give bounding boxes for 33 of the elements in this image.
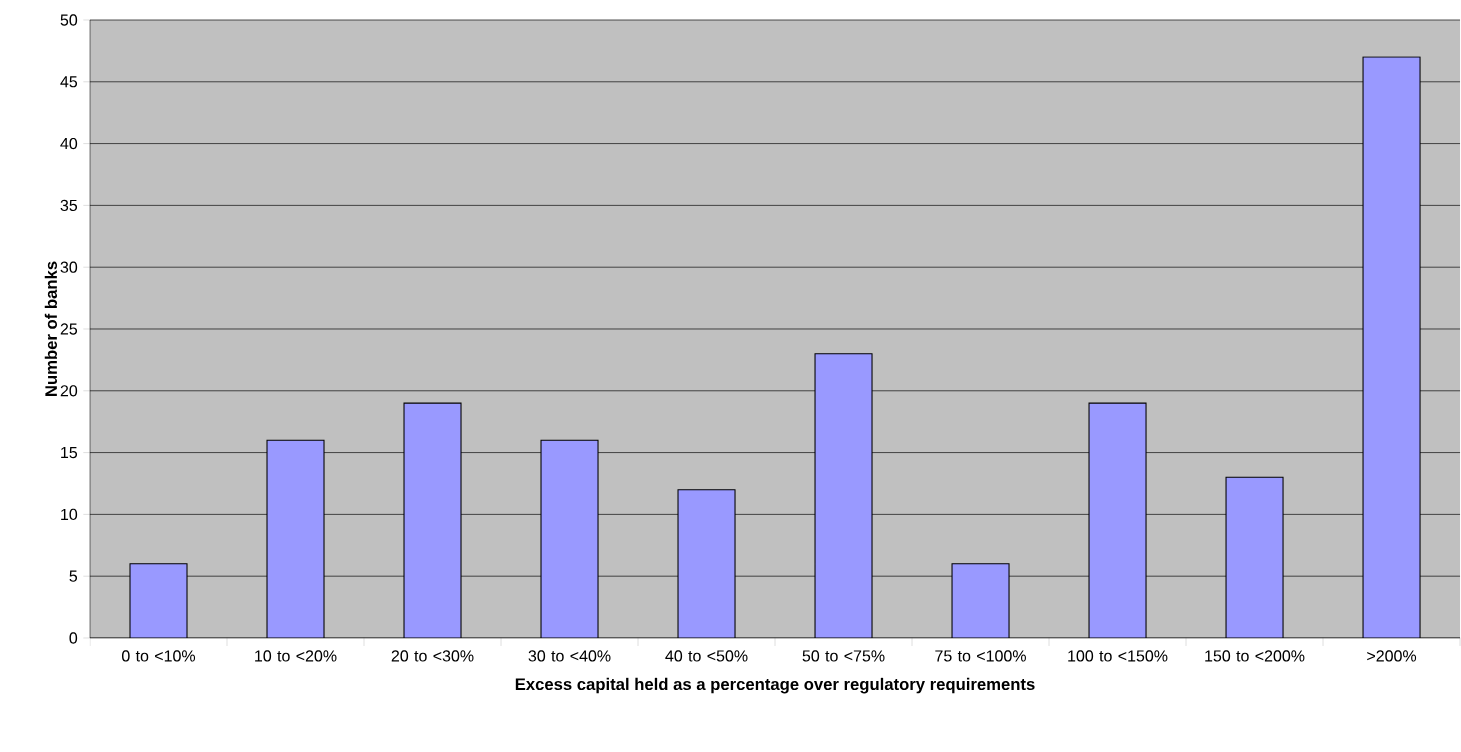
x-tick-label: 40 to <50%	[665, 650, 748, 662]
x-tick-label: 50 to <75%	[802, 650, 885, 662]
bar	[266, 439, 325, 638]
x-tick-label: >200%	[1367, 650, 1417, 662]
y-axis-title: Number of banks	[44, 261, 58, 396]
bar	[814, 353, 873, 638]
y-tick-label: 10	[61, 508, 78, 521]
bar	[540, 439, 599, 638]
bar	[1088, 402, 1147, 638]
x-tick-label: 30 to <40%	[528, 650, 611, 662]
y-tick-label: 5	[69, 570, 78, 582]
bar	[403, 402, 462, 638]
bar	[129, 563, 188, 638]
y-tick-label: 15	[61, 447, 78, 459]
y-tick-label: 25	[60, 323, 78, 335]
y-tick-label: 50	[60, 14, 78, 26]
bar	[951, 563, 1010, 638]
y-tick-label: 20	[60, 385, 78, 397]
y-tick-label: 40	[60, 137, 78, 150]
x-tick-label: 150 to <200%	[1205, 650, 1305, 662]
x-tick-label: 0 to <10%	[122, 650, 196, 662]
bar	[1225, 476, 1284, 638]
y-tick-label: 30	[60, 261, 78, 273]
x-tick-label: 100 to <150%	[1068, 650, 1168, 662]
bar	[677, 489, 736, 638]
y-tick-label: 35	[60, 199, 78, 212]
x-tick-label: 10 to <20%	[255, 650, 337, 662]
y-tick-label: 45	[60, 76, 78, 88]
x-tick-label: 20 to <30%	[391, 650, 474, 662]
x-axis-title: Excess capital held as a percentage over regulatory requirements	[515, 677, 1035, 694]
bar	[1362, 56, 1421, 638]
x-tick-label: 75 to <100%	[935, 650, 1026, 662]
y-tick-label: 0	[69, 632, 78, 644]
